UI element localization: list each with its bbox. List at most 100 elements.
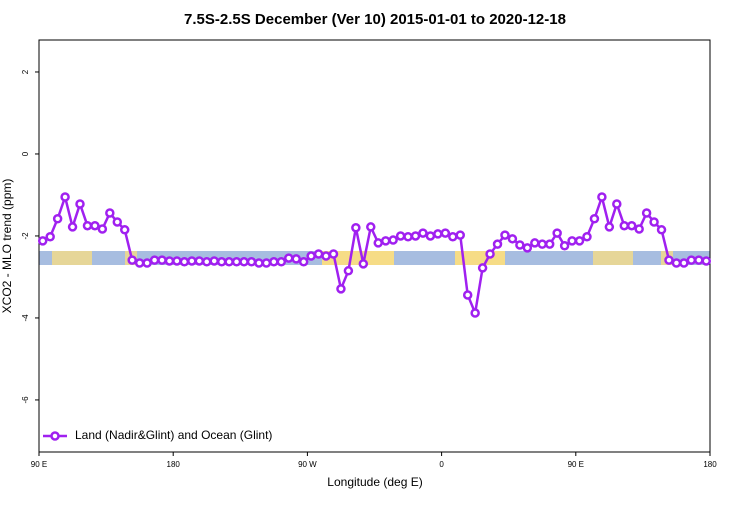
data-point bbox=[351, 223, 361, 233]
data-point bbox=[433, 229, 443, 239]
data-point bbox=[455, 230, 465, 240]
data-point bbox=[358, 259, 369, 269]
data-point bbox=[269, 257, 279, 267]
data-point bbox=[656, 225, 667, 235]
data-point bbox=[45, 232, 55, 242]
data-point bbox=[366, 222, 376, 232]
data-point bbox=[127, 255, 137, 265]
data-point bbox=[105, 208, 115, 218]
data-point bbox=[440, 228, 451, 238]
data-point bbox=[224, 257, 234, 267]
data-point bbox=[649, 217, 659, 227]
data-point bbox=[75, 199, 85, 209]
x-tick-label: 180 bbox=[167, 460, 181, 469]
data-point bbox=[202, 257, 212, 267]
data-point bbox=[306, 251, 316, 261]
data-point bbox=[418, 228, 428, 238]
data-point bbox=[574, 236, 585, 246]
y-tick-label: 0 bbox=[21, 151, 30, 156]
data-point bbox=[544, 239, 555, 249]
data-point bbox=[507, 234, 518, 244]
data-point bbox=[328, 249, 339, 259]
data-point bbox=[261, 258, 272, 268]
x-tick-label: 180 bbox=[703, 460, 717, 469]
chart-title: 7.5S-2.5S December (Ver 10) 2015-01-01 t… bbox=[184, 11, 566, 28]
data-point bbox=[701, 256, 712, 266]
data-point bbox=[582, 232, 592, 242]
data-point bbox=[626, 220, 637, 231]
data-point bbox=[284, 253, 294, 263]
data-point bbox=[142, 258, 152, 268]
data-point bbox=[470, 308, 480, 318]
data-point bbox=[149, 255, 160, 265]
data-point bbox=[119, 225, 130, 235]
land-patch bbox=[593, 251, 633, 265]
data-point bbox=[425, 231, 436, 241]
plot-frame bbox=[38, 39, 711, 453]
data-point bbox=[485, 249, 495, 259]
data-point bbox=[380, 236, 391, 246]
data-point bbox=[231, 257, 242, 267]
data-point bbox=[276, 257, 287, 267]
y-tick-label: -6 bbox=[21, 396, 30, 404]
data-point bbox=[164, 256, 175, 266]
data-point bbox=[239, 257, 249, 267]
data-point bbox=[679, 258, 689, 268]
data-point bbox=[388, 235, 398, 245]
data-point bbox=[134, 258, 145, 268]
data-point bbox=[321, 251, 331, 261]
data-point bbox=[291, 254, 301, 264]
data-point bbox=[246, 257, 257, 267]
data-point bbox=[298, 257, 309, 267]
data-point bbox=[515, 240, 525, 250]
data-point bbox=[97, 224, 108, 234]
data-point bbox=[664, 255, 674, 265]
data-point bbox=[313, 249, 324, 259]
legend-marker bbox=[50, 431, 60, 441]
y-axis-label: XCO2 - MLO trend (ppm) bbox=[0, 179, 14, 314]
data-point bbox=[500, 230, 510, 240]
data-point bbox=[619, 220, 630, 231]
data-point bbox=[216, 257, 227, 267]
land-patch bbox=[52, 251, 92, 265]
data-point bbox=[343, 266, 354, 276]
data-point bbox=[37, 236, 48, 246]
data-point bbox=[686, 255, 697, 265]
data-point bbox=[589, 213, 600, 224]
x-tick-label: 90 E bbox=[568, 460, 584, 469]
x-tick-label: 0 bbox=[439, 460, 444, 469]
data-point bbox=[567, 236, 577, 246]
data-point bbox=[395, 231, 406, 241]
legend-item: Land (Nadir&Glint) and Ocean (Glint) bbox=[43, 428, 272, 442]
data-point bbox=[492, 239, 503, 249]
data-point bbox=[530, 238, 540, 248]
data-point bbox=[60, 192, 70, 202]
data-point bbox=[194, 256, 205, 266]
data-point bbox=[112, 217, 123, 227]
data-point bbox=[552, 228, 562, 238]
data-point bbox=[597, 192, 607, 202]
data-point bbox=[477, 263, 488, 273]
data-point bbox=[612, 199, 622, 209]
data-point bbox=[462, 290, 473, 300]
data-point bbox=[90, 220, 100, 231]
data-point bbox=[410, 231, 421, 241]
data-point bbox=[403, 232, 413, 242]
data-point bbox=[157, 255, 167, 265]
data-point bbox=[604, 222, 615, 232]
data-point bbox=[522, 243, 533, 253]
y-tick-label: 2 bbox=[21, 69, 30, 74]
data-point bbox=[336, 284, 346, 294]
data-point bbox=[254, 258, 264, 268]
data-point bbox=[67, 222, 78, 232]
x-tick-label: 90 W bbox=[298, 460, 317, 469]
data-point bbox=[172, 256, 182, 266]
y-tick-label: -2 bbox=[21, 232, 30, 240]
data-point bbox=[671, 258, 682, 268]
data-point bbox=[537, 239, 547, 249]
data-point bbox=[187, 256, 197, 266]
land-patch bbox=[322, 251, 394, 265]
data-point bbox=[694, 255, 704, 265]
data-point bbox=[52, 213, 63, 224]
